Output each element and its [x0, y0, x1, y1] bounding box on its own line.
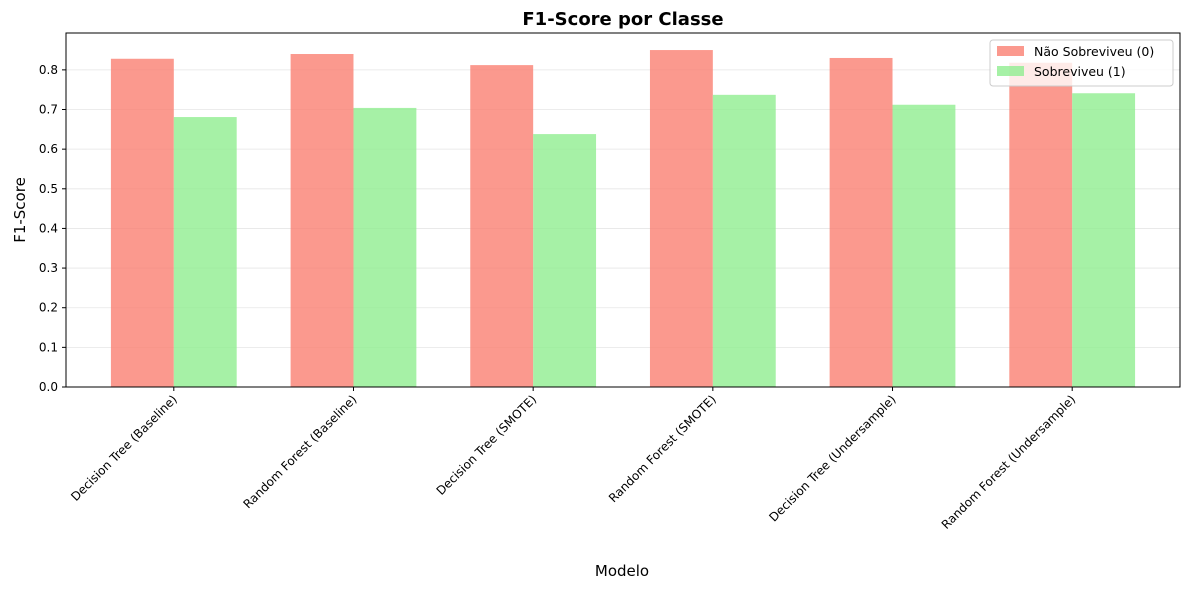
bar-sobreviveu	[533, 134, 597, 387]
grid-lines	[66, 69, 1180, 388]
bar-nao-sobreviveu	[1009, 62, 1073, 388]
chart-title: F1-Score por Classe	[522, 9, 723, 30]
bar-nao-sobreviveu	[110, 58, 174, 387]
x-tick-label: Decision Tree (Undersample)	[766, 392, 898, 524]
x-tick-label: Random Forest (SMOTE)	[606, 392, 719, 505]
y-axis-label: F1-Score	[11, 177, 29, 243]
bars-group	[110, 50, 1136, 388]
legend: Não Sobreviveu (0) Sobreviveu (1)	[989, 39, 1174, 87]
x-tick-label: Decision Tree (SMOTE)	[434, 392, 540, 498]
x-tick-label: Decision Tree (Baseline)	[68, 392, 180, 504]
y-tick-label: 0.3	[39, 261, 58, 275]
legend-swatch	[997, 46, 1024, 56]
bar-sobreviveu	[353, 107, 417, 387]
y-tick-label: 0.6	[39, 142, 58, 156]
plot-frame	[65, 32, 1181, 388]
bar-sobreviveu	[892, 104, 956, 387]
y-tick-label: 0.4	[39, 221, 58, 235]
x-tick-label: Random Forest (Baseline)	[241, 392, 360, 511]
x-axis-ticks: Decision Tree (Baseline) Random Forest (B…	[68, 387, 1078, 532]
bar-nao-sobreviveu	[290, 54, 354, 388]
bar-nao-sobreviveu	[470, 65, 534, 387]
y-tick-label: 0.0	[39, 380, 58, 394]
y-tick-label: 0.7	[39, 103, 58, 117]
bar-sobreviveu	[712, 94, 776, 387]
y-axis-ticks: 0.0 0.1 0.2 0.3 0.4 0.5 0.6 0.7 0.8	[39, 63, 66, 394]
legend-swatch	[997, 66, 1024, 76]
legend-label: Não Sobreviveu (0)	[1034, 44, 1154, 59]
y-tick-label: 0.2	[39, 301, 58, 315]
y-tick-label: 0.1	[39, 340, 58, 354]
y-tick-label: 0.5	[39, 182, 58, 196]
y-tick-label: 0.8	[39, 63, 58, 77]
legend-label: Sobreviveu (1)	[1034, 64, 1126, 79]
x-tick-label: Random Forest (Undersample)	[939, 392, 1079, 532]
bar-sobreviveu	[1072, 93, 1136, 388]
bar-nao-sobreviveu	[649, 50, 713, 388]
bar-sobreviveu	[173, 117, 237, 387]
x-axis-label: Modelo	[595, 562, 649, 580]
legend-box	[989, 39, 1174, 87]
bar-nao-sobreviveu	[829, 57, 893, 387]
